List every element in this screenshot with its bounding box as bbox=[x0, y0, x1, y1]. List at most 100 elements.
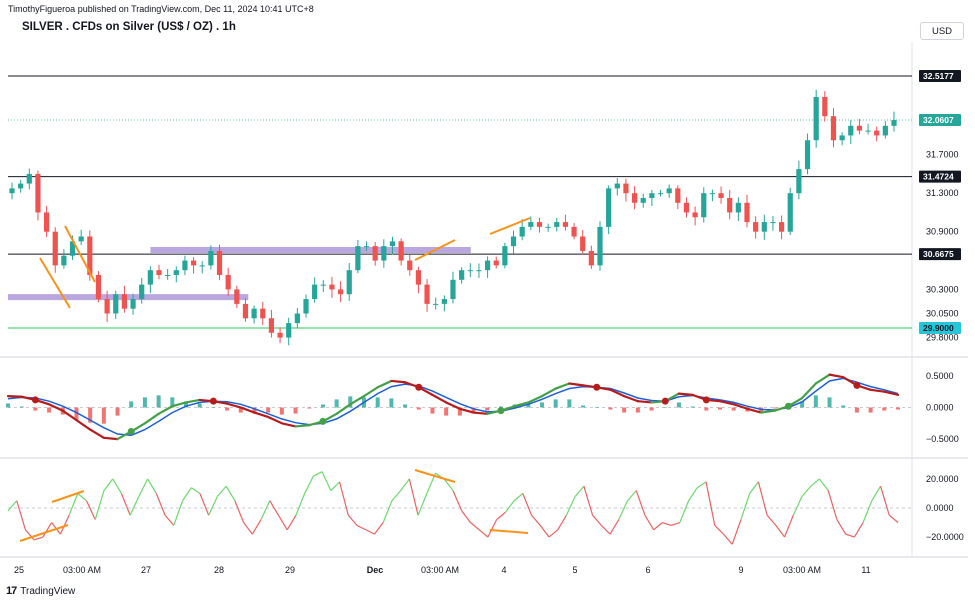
candle-body bbox=[277, 332, 283, 338]
footer-brand[interactable]: 17 TradingView bbox=[6, 585, 75, 597]
divergence-line-1 bbox=[64, 225, 96, 283]
osc-cross-marker bbox=[593, 383, 601, 391]
osc-fast-segment bbox=[102, 436, 119, 441]
rsi-segment bbox=[592, 514, 602, 526]
rsi-tick-label: −20.0000 bbox=[926, 532, 964, 542]
rsi-divergence-line-3 bbox=[489, 529, 529, 534]
candle-body bbox=[372, 246, 378, 261]
rsi-segment bbox=[644, 514, 655, 531]
divergence-line-2 bbox=[414, 239, 456, 261]
rsi-segment bbox=[653, 522, 663, 531]
osc-fast-segment bbox=[801, 382, 817, 400]
osc-hist-bar bbox=[498, 406, 503, 408]
osc-hist-bar bbox=[403, 404, 408, 408]
osc-fast-segment bbox=[609, 388, 626, 398]
rsi-segment bbox=[33, 536, 44, 541]
osc-hist-bar bbox=[307, 407, 312, 409]
rsi-segment bbox=[347, 514, 358, 526]
osc-hist-bar bbox=[813, 395, 818, 408]
rsi-segment bbox=[583, 486, 594, 516]
time-tick-label: 29 bbox=[285, 565, 295, 575]
rsi-segment bbox=[400, 478, 410, 491]
osc-fast-segment bbox=[732, 403, 749, 410]
osc-hist-bar bbox=[115, 407, 120, 416]
rsi-segment bbox=[391, 490, 402, 502]
candle-body bbox=[35, 173, 41, 213]
currency-button[interactable]: USD bbox=[920, 22, 964, 40]
osc-cross-marker bbox=[127, 428, 135, 436]
candle-body bbox=[165, 275, 171, 276]
symbol-title[interactable]: SILVER . CFDs on Silver (US$ / OZ) . 1h bbox=[22, 21, 236, 33]
osc-fast-segment bbox=[527, 395, 544, 404]
candle-body bbox=[778, 222, 785, 232]
osc-hist-bar bbox=[184, 401, 188, 408]
osc-hist-bar bbox=[430, 407, 435, 414]
osc-fast-segment bbox=[568, 382, 585, 387]
candle-body bbox=[337, 289, 344, 295]
rsi-segment bbox=[853, 522, 864, 538]
osc-fast-segment bbox=[6, 395, 23, 398]
candle-body bbox=[502, 246, 508, 266]
candle-body bbox=[69, 241, 76, 256]
rsi-segment bbox=[373, 522, 384, 535]
candle-body bbox=[865, 130, 871, 132]
rsi-segment bbox=[85, 500, 96, 520]
osc-fast-segment bbox=[513, 401, 530, 408]
osc-fast-segment bbox=[623, 395, 639, 403]
candle-body bbox=[510, 236, 517, 247]
osc-cross-marker bbox=[853, 381, 861, 389]
candle-body bbox=[43, 212, 50, 232]
candle-body bbox=[744, 202, 750, 223]
osc-cross-marker bbox=[497, 407, 505, 415]
rsi-segment bbox=[243, 522, 253, 535]
osc-tick-label: 0.5000 bbox=[926, 371, 954, 381]
osc-fast-segment bbox=[445, 401, 461, 410]
rsi-segment bbox=[522, 493, 533, 516]
osc-hist-bar bbox=[266, 407, 271, 413]
candle-body bbox=[251, 308, 257, 319]
rsi-segment bbox=[714, 524, 724, 535]
osc-fast-segment bbox=[335, 403, 352, 415]
osc-fast-segment bbox=[828, 373, 845, 379]
osc-slow-line bbox=[7, 377, 899, 437]
rsi-segment bbox=[68, 493, 79, 516]
time-tick-label: 11 bbox=[861, 565, 870, 575]
osc-hist-bar bbox=[74, 407, 79, 420]
osc-hist-bar bbox=[854, 407, 859, 413]
osc-hist-bar bbox=[622, 407, 627, 413]
candle-body bbox=[182, 260, 188, 271]
rsi-segment bbox=[845, 533, 855, 538]
osc-fast-segment bbox=[376, 379, 393, 389]
osc-hist-bar bbox=[608, 407, 613, 410]
rsi-segment bbox=[304, 475, 314, 494]
candle-body bbox=[389, 241, 396, 247]
rsi-segment bbox=[24, 529, 35, 541]
rsi-segment bbox=[705, 481, 716, 526]
rsi-segment bbox=[417, 493, 428, 516]
osc-fast-segment bbox=[267, 415, 283, 425]
osc-hist-bar bbox=[800, 401, 805, 408]
time-tick-label: 9 bbox=[738, 565, 743, 575]
candle-body bbox=[346, 270, 352, 295]
osc-fast-segment bbox=[157, 405, 174, 415]
candle-body bbox=[139, 284, 145, 300]
candle-body bbox=[441, 299, 447, 304]
osc-fast-segment bbox=[883, 390, 900, 396]
time-tick-label: 6 bbox=[645, 565, 650, 575]
osc-hist-bar bbox=[457, 407, 462, 416]
candle-body bbox=[822, 96, 828, 117]
price-tag-label-2: 31.4724 bbox=[923, 172, 954, 182]
rsi-segment bbox=[784, 515, 794, 538]
candle-body bbox=[588, 250, 594, 266]
osc-hist-bar bbox=[594, 407, 599, 408]
osc-fast-segment bbox=[472, 411, 489, 415]
osc-hist-bar bbox=[663, 407, 668, 408]
osc-hist-bar bbox=[320, 404, 325, 408]
candle-body bbox=[173, 270, 179, 275]
candle-body bbox=[787, 193, 793, 232]
rsi-segment bbox=[286, 514, 297, 531]
candle-body bbox=[839, 135, 845, 141]
rsi-segment bbox=[565, 496, 576, 516]
rsi-segment bbox=[836, 519, 847, 535]
